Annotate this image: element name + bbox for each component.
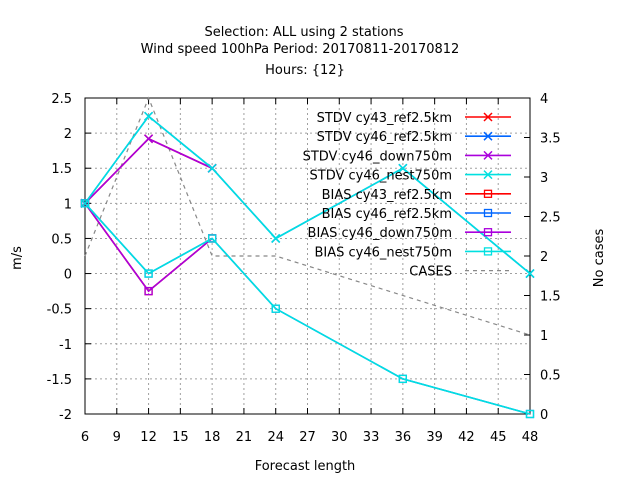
data-point bbox=[144, 269, 153, 278]
legend-label: STDV cy46_nest750m bbox=[310, 169, 452, 184]
y-axis-label: m/s bbox=[10, 246, 25, 270]
legend-marker bbox=[483, 228, 493, 237]
y2-tick-label: 1.5 bbox=[540, 290, 561, 305]
y-tick-labels: -2 -1.5 -1 -0.5 0 0.5 1 1.5 2 2.5 bbox=[47, 92, 72, 423]
title-line-1: Selection: ALL using 2 stations bbox=[204, 25, 403, 40]
legend-label: CASES bbox=[409, 265, 452, 280]
legend-marker bbox=[483, 247, 493, 256]
legend-marker bbox=[483, 189, 493, 198]
series-line bbox=[84, 202, 213, 293]
legend: STDV cy43_ref2.5km STDV cy46_ref2.5km STDV… bbox=[303, 111, 511, 280]
data-series bbox=[80, 111, 535, 419]
x-tick-labels: 6 9 12 15 18 21 24 27 30 33 36 39 42 45 48 bbox=[81, 430, 538, 445]
data-point bbox=[144, 134, 154, 144]
data-point bbox=[207, 163, 217, 173]
x-tick-label: 12 bbox=[140, 430, 157, 445]
series-8 bbox=[80, 199, 535, 419]
legend-label: STDV cy46_down750m bbox=[303, 149, 452, 164]
legend-label: STDV cy46_ref2.5km bbox=[317, 130, 452, 145]
x-tick-label: 39 bbox=[426, 430, 443, 445]
x-tick-label: 42 bbox=[458, 430, 475, 445]
x-tick-label: 6 bbox=[81, 430, 89, 445]
y2-axis-label: No cases bbox=[592, 229, 607, 288]
legend-label: BIAS cy46_ref2.5km bbox=[322, 207, 452, 222]
data-point bbox=[271, 304, 280, 313]
y2-tick-label: 2.5 bbox=[540, 211, 561, 226]
y2-tick-label: 3 bbox=[540, 171, 548, 186]
legend-marker bbox=[483, 131, 493, 141]
x-tick-label: 21 bbox=[236, 430, 253, 445]
data-point bbox=[398, 374, 408, 384]
y-tick-label: 1.5 bbox=[51, 162, 72, 177]
plot-frame bbox=[84, 97, 531, 415]
data-point bbox=[144, 111, 154, 121]
y-tick-label: 2.5 bbox=[51, 92, 72, 107]
data-point bbox=[144, 286, 153, 296]
y-tick-label: 2 bbox=[64, 127, 72, 142]
y-tick-label: 0 bbox=[64, 268, 72, 283]
y-tick-label: -1 bbox=[59, 338, 72, 353]
y2-tick-label: 4 bbox=[540, 92, 548, 107]
x-tick-label: 27 bbox=[299, 430, 316, 445]
y-tick-label: -2 bbox=[59, 408, 72, 423]
y2-tick-label: 1 bbox=[540, 329, 548, 344]
y2-tick-label: 2 bbox=[540, 250, 548, 265]
y-tick-label: 1 bbox=[64, 197, 72, 212]
x-axis-label: Forecast length bbox=[255, 459, 356, 474]
title-line-2: Wind speed 100hPa Period: 20170811-20170… bbox=[141, 42, 460, 57]
legend-marker bbox=[483, 208, 493, 218]
x-tick-label: 48 bbox=[522, 430, 539, 445]
x-tick-label: 36 bbox=[395, 430, 412, 445]
y-tick-label: 0.5 bbox=[51, 232, 72, 247]
x-tick-label: 15 bbox=[172, 430, 189, 445]
series-3 bbox=[80, 134, 217, 208]
y-tick-label: -0.5 bbox=[47, 303, 72, 318]
data-point bbox=[525, 269, 535, 279]
cases-line bbox=[84, 96, 531, 336]
x-tick-label: 33 bbox=[363, 430, 380, 445]
legend-marker bbox=[483, 150, 493, 160]
legend-label: BIAS cy43_ref2.5km bbox=[322, 188, 452, 203]
series-line bbox=[84, 202, 531, 415]
series-line bbox=[84, 115, 531, 275]
x-tick-label: 9 bbox=[113, 430, 121, 445]
y2-tick-label: 0.5 bbox=[540, 369, 561, 384]
y2-tick-labels: 0 0.5 1 1.5 2 2.5 3 3.5 4 bbox=[540, 92, 561, 423]
legend-label: BIAS cy46_nest750m bbox=[315, 245, 453, 260]
x-tick-label: 18 bbox=[204, 430, 221, 445]
x-tick-label: 24 bbox=[267, 430, 284, 445]
series-line bbox=[84, 202, 213, 293]
y2-tick-label: 0 bbox=[540, 408, 548, 423]
legend-marker bbox=[483, 112, 493, 122]
data-point bbox=[271, 233, 281, 243]
y2-tick-label: 3.5 bbox=[540, 132, 561, 147]
x-tick-label: 30 bbox=[331, 430, 348, 445]
axes bbox=[84, 97, 531, 415]
data-point bbox=[80, 199, 90, 208]
cases-series bbox=[84, 96, 531, 336]
x-tick-label: 45 bbox=[490, 430, 507, 445]
legend-label: STDV cy43_ref2.5km bbox=[317, 111, 452, 126]
grid bbox=[85, 98, 530, 414]
legend-label: BIAS cy46_down750m bbox=[308, 226, 452, 241]
chart-title: Selection: ALL using 2 stations Wind spe… bbox=[141, 25, 460, 78]
y-tick-label: -1.5 bbox=[47, 373, 72, 388]
data-point bbox=[398, 163, 408, 173]
title-line-3: Hours: {12} bbox=[265, 63, 345, 78]
series-1 bbox=[80, 134, 217, 208]
data-point bbox=[525, 409, 535, 419]
series-4 bbox=[80, 111, 535, 279]
data-point bbox=[207, 234, 217, 243]
legend-marker bbox=[483, 170, 493, 180]
